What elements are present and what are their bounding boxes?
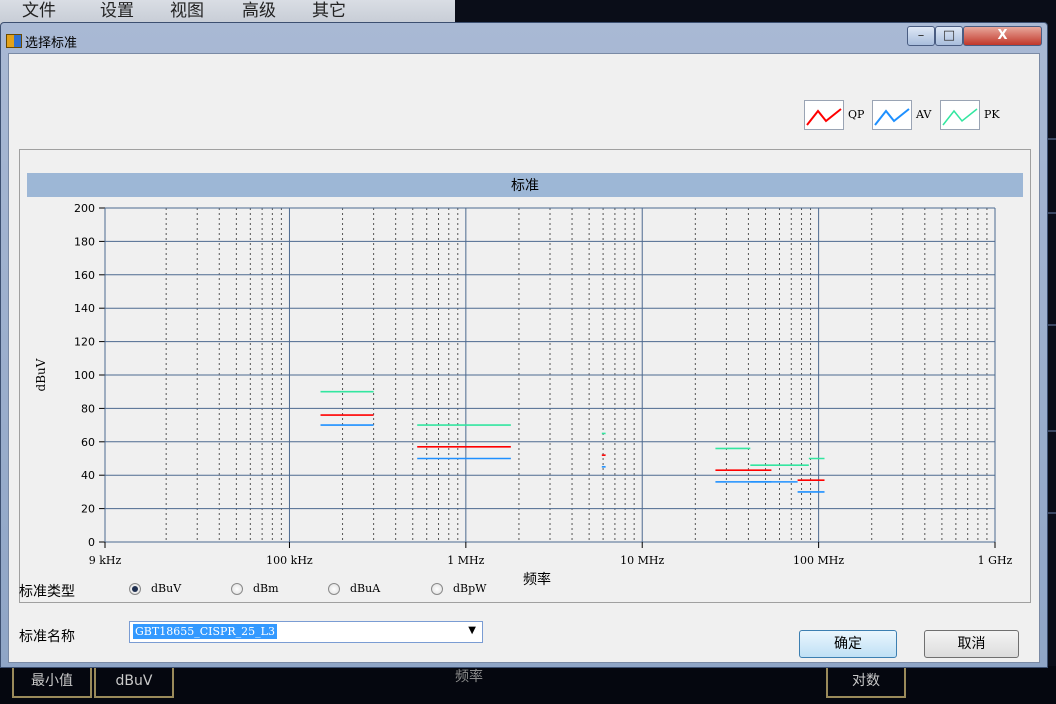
radio-dbuv-label: dBuV — [151, 582, 182, 595]
maximize-button[interactable]: □ — [935, 26, 963, 46]
radio-dbm-label: dBm — [253, 582, 279, 595]
y-tick-label: 40 — [81, 469, 95, 482]
standard-name-label: 标准名称 — [19, 629, 75, 645]
freq-axis-label: 频率 — [455, 669, 483, 685]
scale-field[interactable]: 对数 — [826, 666, 906, 698]
radio-dbuv-indicator[interactable] — [129, 583, 141, 595]
unit-field[interactable]: dBuV — [94, 666, 174, 698]
menu-item-advanced[interactable]: 高级 — [242, 1, 276, 21]
dialog-title: 选择标准 — [25, 36, 78, 51]
minimize-button[interactable]: – — [907, 26, 935, 46]
av-line-icon — [874, 108, 910, 126]
x-axis-label: 频率 — [523, 571, 551, 588]
select-standard-dialog: 选择标准 – □ X QP AV PK — [0, 22, 1048, 668]
close-button[interactable]: X — [963, 26, 1042, 46]
legend-swatch-qp — [804, 100, 844, 130]
x-tick-label: 1 GHz — [978, 554, 1013, 567]
y-tick-label: 120 — [74, 336, 95, 349]
radio-dbua-label: dBuA — [350, 582, 381, 595]
x-tick-label: 10 MHz — [620, 554, 664, 567]
pk-line-icon — [942, 108, 978, 126]
y-tick-label: 160 — [74, 269, 95, 282]
x-tick-label: 100 kHz — [266, 554, 313, 567]
y-tick-label: 100 — [74, 369, 95, 382]
chevron-down-icon[interactable]: ▼ — [468, 625, 476, 636]
legend-label-pk: PK — [984, 108, 1000, 121]
y-tick-label: 180 — [74, 235, 95, 248]
y-tick-label: 60 — [81, 436, 95, 449]
standard-name-select[interactable]: GBT18655_CISPR_25_L3 ▼ — [129, 621, 483, 643]
y-tick-label: 80 — [81, 402, 95, 415]
radio-dbua-indicator[interactable] — [328, 583, 340, 595]
menu-item-view[interactable]: 视图 — [170, 1, 204, 21]
menu-item-file[interactable]: 文件 — [22, 1, 56, 21]
menu-item-settings[interactable]: 设置 — [100, 1, 134, 21]
cancel-button[interactable]: 取消 — [924, 630, 1019, 658]
radio-dbm-indicator[interactable] — [231, 583, 243, 595]
legend-swatch-av — [872, 100, 912, 130]
standard-name-value: GBT18655_CISPR_25_L3 — [133, 624, 277, 639]
radio-dbpw-label: dBpW — [453, 582, 487, 595]
x-tick-label: 1 MHz — [447, 554, 484, 567]
legend-label-av: AV — [916, 108, 932, 121]
qp-line-icon — [806, 108, 842, 126]
y-tick-label: 0 — [88, 536, 95, 549]
y-tick-label: 20 — [81, 503, 95, 516]
y-tick-label: 140 — [74, 302, 95, 315]
chart-title-bar — [27, 173, 1023, 197]
x-tick-label: 100 MHz — [793, 554, 844, 567]
menu-item-other[interactable]: 其它 — [312, 1, 346, 21]
radio-dbpw-indicator[interactable] — [431, 583, 443, 595]
min-value-field[interactable]: 最小值 — [12, 666, 92, 698]
legend-swatch-pk — [940, 100, 980, 130]
limit-chart: 标准 0 20 40 60 80 100 120 140 160 180 200 9 kHz 100 kH… — [27, 173, 1023, 588]
y-tick-label: 200 — [74, 202, 95, 215]
legend-label-qp: QP — [848, 108, 865, 121]
standard-type-label: 标准类型 — [19, 584, 75, 600]
x-tick-label: 9 kHz — [89, 554, 122, 567]
dialog-client-area: QP AV PK 标准 0 20 40 60 80 100 120 140 160 180 200 9 … — [8, 53, 1040, 663]
chart-panel: 标准 0 20 40 60 80 100 120 140 160 180 200 9 kHz 100 kH… — [19, 149, 1031, 603]
ok-button[interactable]: 确定 — [799, 630, 897, 658]
chart-title: 标准 — [511, 178, 539, 194]
title-bar[interactable]: 选择标准 – □ X — [1, 23, 1047, 53]
app-icon — [6, 34, 22, 48]
y-axis-label: dBuV — [34, 358, 48, 391]
